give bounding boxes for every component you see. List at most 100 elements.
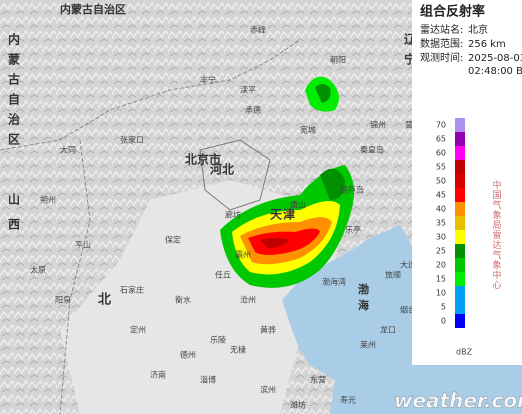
place-label: 淄博 bbox=[200, 375, 216, 385]
place-label: 济南 bbox=[150, 370, 166, 380]
place-label: 区 bbox=[8, 133, 20, 147]
place-label: 内 bbox=[8, 32, 20, 47]
legend-label: 20 bbox=[436, 261, 446, 270]
legend-swatch bbox=[455, 188, 465, 202]
legend-label: 15 bbox=[436, 275, 446, 284]
place-label: 太原 bbox=[30, 265, 46, 275]
echo bbox=[320, 168, 345, 200]
legend-swatch bbox=[455, 314, 465, 328]
place-label: 治 bbox=[8, 112, 20, 127]
place-label: 山 bbox=[8, 192, 20, 207]
place-label: 大连 bbox=[400, 260, 416, 270]
title: 组合反射率 bbox=[420, 4, 485, 20]
place-label: 保定 bbox=[165, 235, 181, 245]
legend-swatch bbox=[455, 244, 465, 258]
place-label: 张家口 bbox=[120, 135, 144, 145]
place-label: 丰宁 bbox=[200, 75, 216, 85]
legend-label: 0 bbox=[441, 317, 446, 326]
place-label: 乐陵 bbox=[210, 335, 226, 345]
legend-swatch bbox=[455, 146, 465, 160]
legend-swatch bbox=[455, 216, 465, 230]
date: 2025-08-03 bbox=[468, 53, 522, 64]
place-label: 衡水 bbox=[175, 295, 191, 305]
legend-label: 5 bbox=[441, 303, 446, 312]
legend-swatch bbox=[455, 230, 465, 244]
place-label: 潍坊 bbox=[290, 400, 306, 410]
legend-label: 65 bbox=[436, 135, 446, 144]
place-label: 阳泉 bbox=[55, 295, 71, 305]
place-label: 西 bbox=[8, 218, 20, 232]
place-label: 莱州 bbox=[360, 340, 376, 350]
border bbox=[0, 39, 301, 151]
border bbox=[199, 139, 271, 211]
watermark: weather.com.cn bbox=[394, 389, 522, 413]
echo bbox=[260, 238, 290, 248]
place-label: 定州 bbox=[130, 325, 146, 335]
legend-swatch bbox=[455, 160, 465, 174]
station-label: 雷达站名: bbox=[420, 23, 463, 36]
place-label: 乐亭 bbox=[345, 225, 361, 235]
place-label: 沧州 bbox=[240, 295, 256, 305]
place-label: 赤峰 bbox=[250, 25, 266, 35]
legend-label: 10 bbox=[436, 289, 446, 298]
range: 256 km bbox=[468, 39, 506, 50]
place-label: 黄骅 bbox=[260, 325, 276, 335]
place-label: 自 bbox=[8, 92, 20, 107]
place-label: 平山 bbox=[75, 240, 91, 250]
place-label: 葫芦岛 bbox=[340, 185, 364, 195]
place-label: 河北 bbox=[209, 162, 234, 177]
place-label: 渤海湾 bbox=[322, 277, 346, 287]
place-label: 大同 bbox=[60, 145, 76, 155]
legend-swatch bbox=[455, 258, 465, 272]
legend-label: 35 bbox=[436, 219, 446, 228]
border bbox=[59, 139, 91, 414]
legend-label: 50 bbox=[436, 177, 446, 186]
place-label: 滦平 bbox=[240, 85, 256, 95]
place-label: 唐山 bbox=[290, 200, 306, 210]
legend-label: 40 bbox=[436, 205, 446, 214]
place-label: 蒙 bbox=[8, 52, 20, 67]
sea bbox=[282, 225, 522, 414]
place-label: 滨州 bbox=[260, 385, 276, 395]
legend-source: 中国气象局雷达气象中心 bbox=[491, 179, 502, 290]
place-label: 烟台 bbox=[400, 305, 416, 315]
place-label: 天 bbox=[270, 208, 283, 222]
legend-swatch bbox=[455, 202, 465, 216]
place-label: 朔州 bbox=[40, 195, 56, 205]
legend-swatch bbox=[455, 272, 465, 286]
place-label: 古 bbox=[8, 72, 20, 87]
legend-swatch bbox=[455, 300, 465, 314]
place-label: 宽城 bbox=[300, 125, 316, 135]
legend-swatch bbox=[455, 132, 465, 146]
legend-label: 45 bbox=[436, 191, 446, 200]
info-panel bbox=[412, 0, 522, 365]
time-label: 观测时间: bbox=[420, 51, 463, 64]
legend-unit: dBZ bbox=[456, 348, 473, 357]
legend-swatch bbox=[455, 286, 465, 300]
radar-echo bbox=[220, 76, 354, 288]
place-label: 龙口 bbox=[380, 325, 396, 335]
place-label: 寿光 bbox=[340, 395, 356, 405]
place-label: 津 bbox=[283, 207, 295, 222]
place-label: 任丘 bbox=[215, 270, 231, 280]
echo bbox=[315, 84, 331, 103]
place-label: 无棣 bbox=[230, 345, 246, 355]
place-label: 承德 bbox=[245, 105, 261, 115]
place-label: 旅顺 bbox=[385, 270, 401, 280]
range-label: 数据范围: bbox=[420, 37, 463, 50]
legend-label: 60 bbox=[436, 149, 446, 158]
place-label: 海 bbox=[358, 298, 369, 312]
place-label: 石家庄 bbox=[120, 285, 144, 295]
place-label: 渤 bbox=[358, 282, 369, 296]
legend-swatch bbox=[455, 118, 465, 132]
legend-label: 30 bbox=[436, 233, 446, 242]
station: 北京 bbox=[468, 23, 488, 36]
place-label: 廊坊 bbox=[225, 210, 241, 220]
legend-label: 70 bbox=[436, 121, 446, 130]
place-label: 北 bbox=[98, 293, 111, 308]
time: 02:48:00 BJT bbox=[468, 66, 522, 77]
legend-label: 25 bbox=[436, 247, 446, 256]
legend-label: 55 bbox=[436, 163, 446, 172]
